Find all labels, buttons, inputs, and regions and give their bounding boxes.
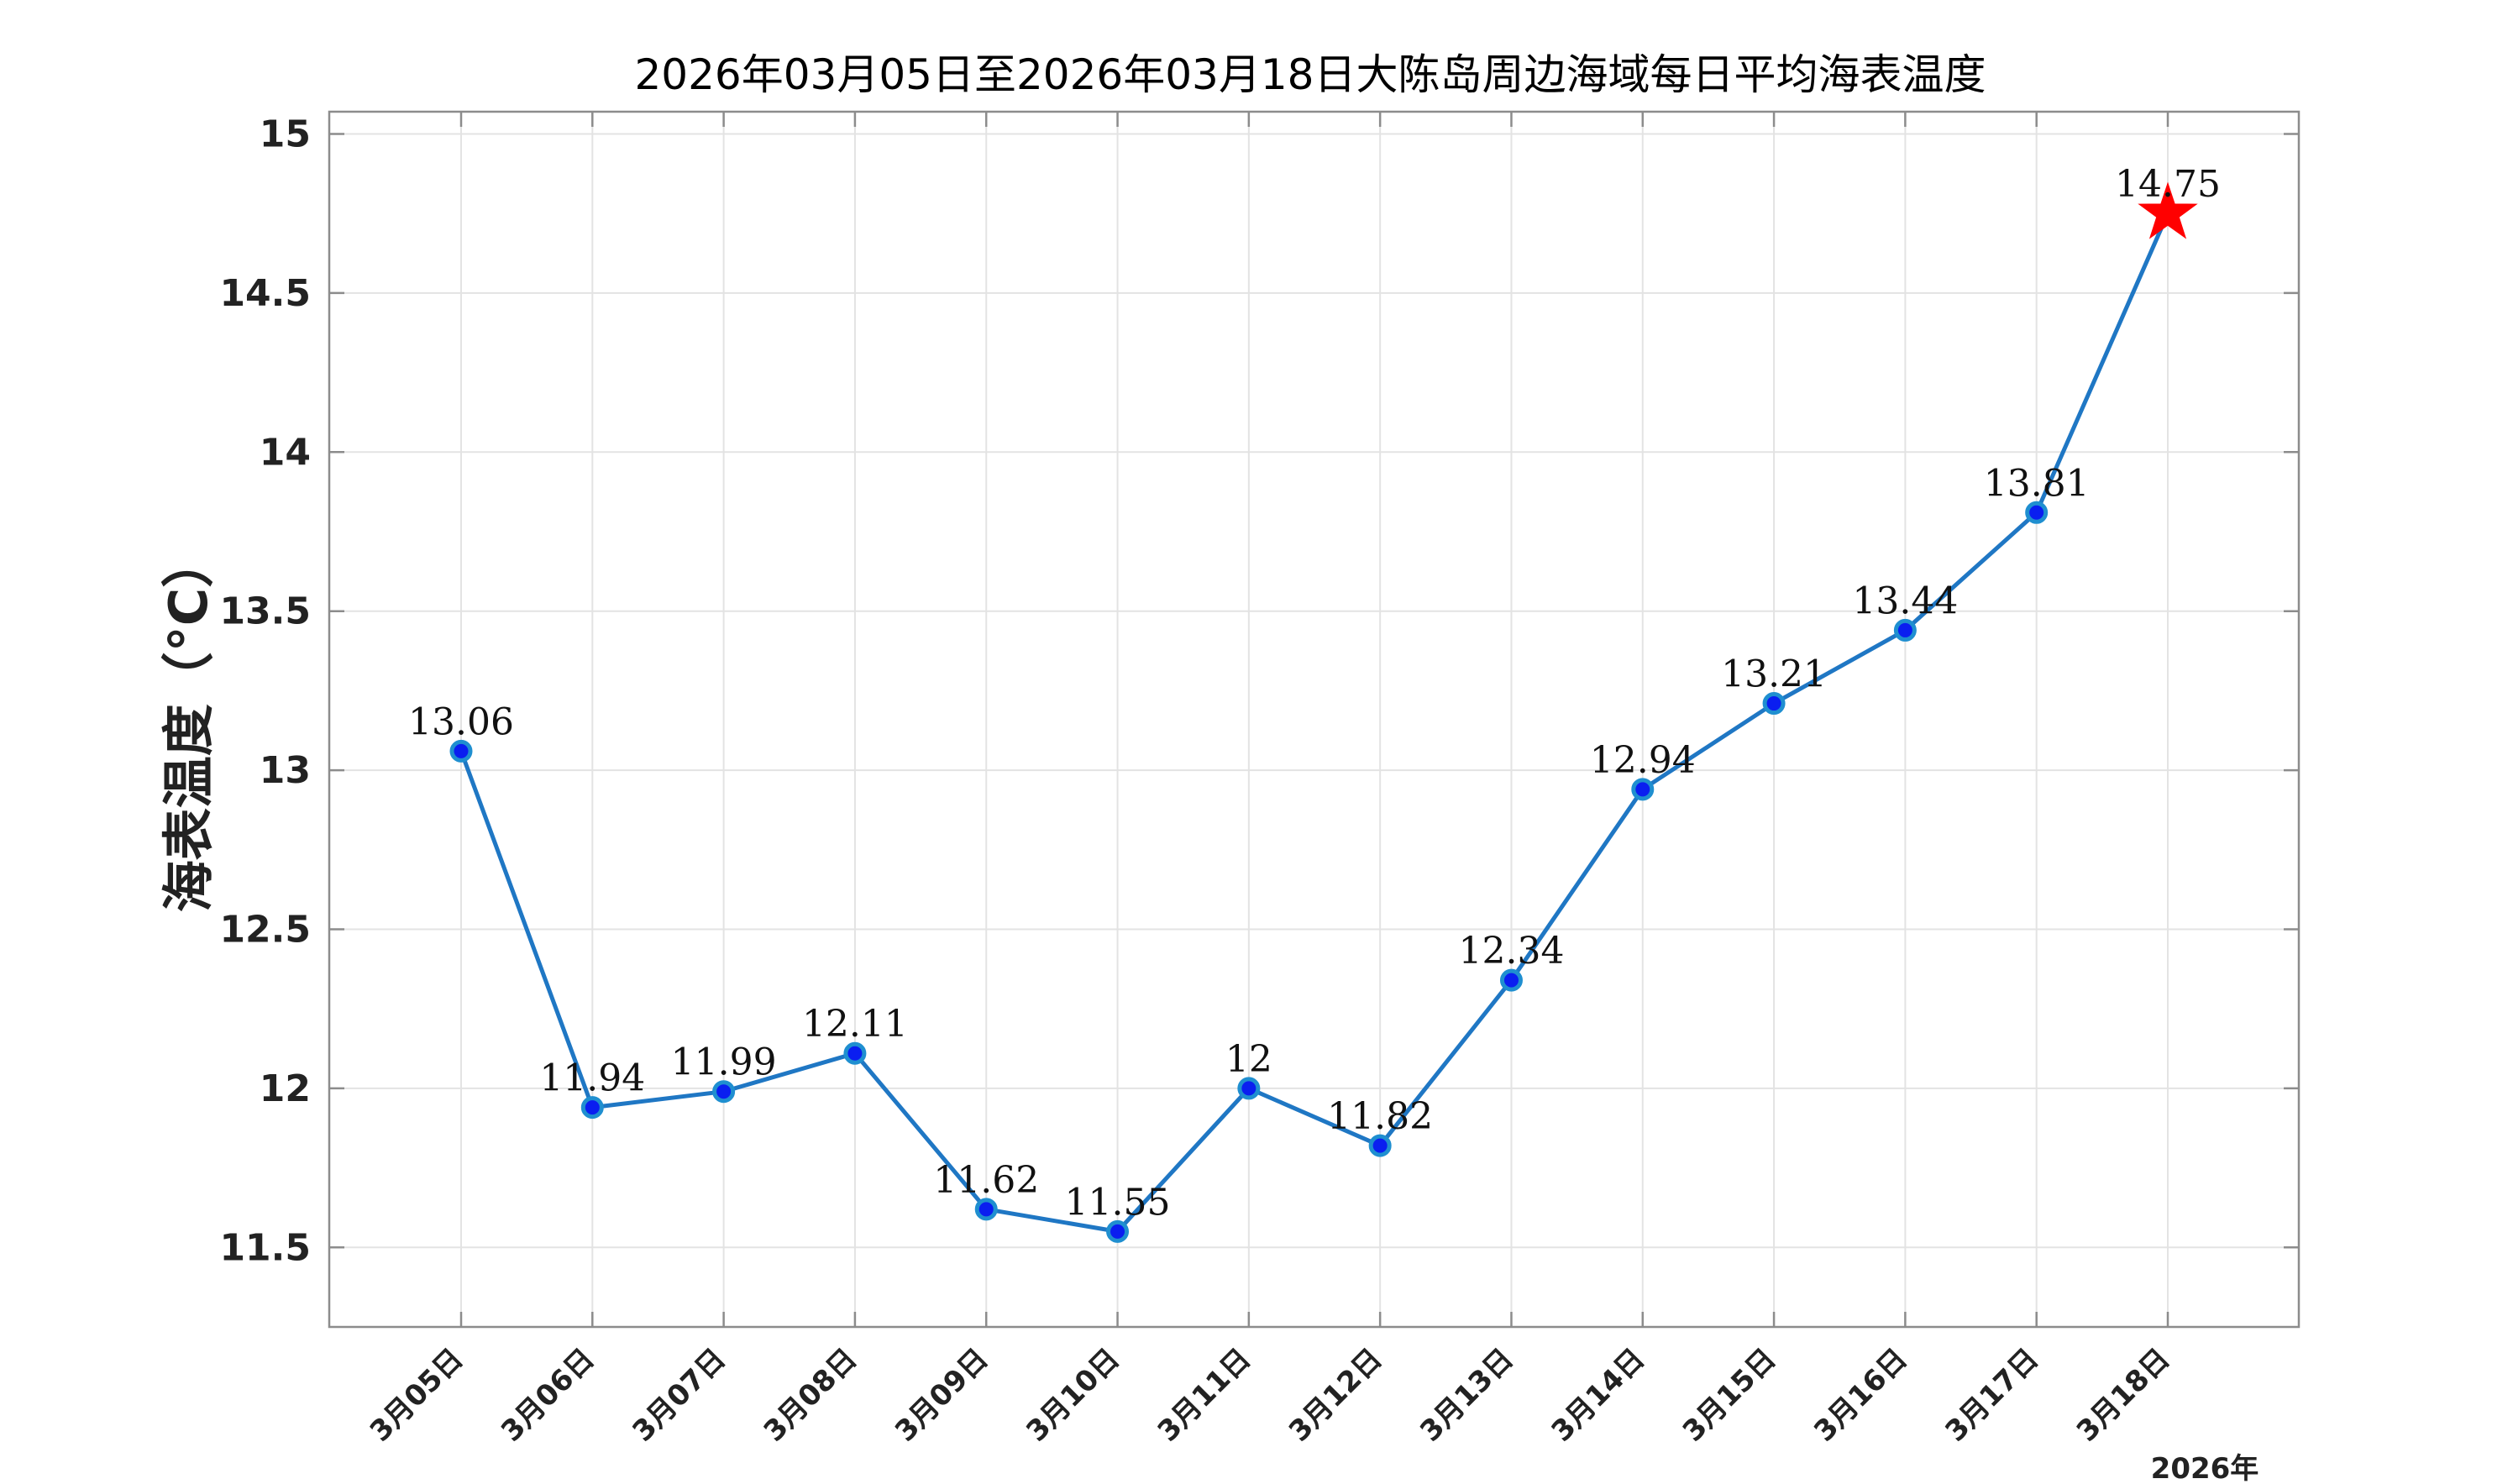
data-point xyxy=(1631,778,1655,801)
data-point xyxy=(580,1096,604,1120)
data-labels-layer: 13.06 11.94 11.99 12.11 11.62 11.55 12 11.82 12.… xyxy=(408,163,2221,1224)
data-label: 13.21 xyxy=(1721,653,1827,696)
grid-layer xyxy=(329,112,2299,1327)
x-tick-label: 3月14日 xyxy=(1545,1342,1652,1449)
data-label: 11.62 xyxy=(933,1159,1039,1202)
x-tick-label: 3月17日 xyxy=(1939,1342,2045,1449)
x-tick-label: 3月05日 xyxy=(364,1342,470,1449)
y-tick-label: 13 xyxy=(260,749,311,792)
data-point xyxy=(974,1198,998,1221)
x-tick-label: 3月18日 xyxy=(2070,1342,2177,1449)
x-tick-label: 3月08日 xyxy=(758,1342,864,1449)
data-label: 12 xyxy=(1225,1038,1272,1081)
x-tick-label: 3月07日 xyxy=(626,1342,732,1449)
data-label: 14.75 xyxy=(2115,163,2221,206)
y-axis-label: 海表温度（°C） xyxy=(158,536,219,913)
x-tick-label: 3月09日 xyxy=(889,1342,995,1449)
data-point xyxy=(1106,1219,1130,1243)
x-axis-year-label: 2026年 xyxy=(2151,1452,2259,1484)
x-tick-label: 3月15日 xyxy=(1676,1342,1783,1449)
chart-title: 2026年03月05日至2026年03月18日大陈岛周边海域每日平均海表温度 xyxy=(635,50,1986,99)
data-label: 11.94 xyxy=(539,1057,645,1100)
y-tick-label: 13.5 xyxy=(219,590,311,633)
data-label: 13.81 xyxy=(1984,462,2090,505)
series-line xyxy=(459,212,2170,1234)
star-icon xyxy=(2138,181,2198,239)
data-point xyxy=(1762,692,1786,716)
y-tick-label: 15 xyxy=(260,113,311,156)
data-point xyxy=(1368,1134,1392,1157)
y-tick-label: 14 xyxy=(260,431,311,474)
data-label: 12.34 xyxy=(1458,930,1564,973)
plot-area xyxy=(328,110,2301,1329)
data-label: 11.99 xyxy=(671,1041,777,1084)
y-tick-label: 11.5 xyxy=(219,1226,311,1269)
data-point xyxy=(843,1041,867,1065)
x-tick-label: 3月10日 xyxy=(1020,1342,1126,1449)
x-tick-label: 3月16日 xyxy=(1807,1342,1914,1449)
data-label: 11.82 xyxy=(1327,1095,1433,1138)
series-layer xyxy=(449,181,2198,1243)
data-point xyxy=(449,739,473,763)
x-tick-label: 3月11日 xyxy=(1152,1342,1258,1449)
y-tick-label: 12.5 xyxy=(219,909,311,952)
y-tick-label: 14.5 xyxy=(219,272,311,315)
data-label: 11.55 xyxy=(1065,1181,1171,1224)
data-label: 12.94 xyxy=(1590,739,1696,782)
data-point xyxy=(712,1080,736,1104)
data-label: 13.06 xyxy=(408,700,514,743)
data-label: 12.11 xyxy=(802,1003,908,1046)
y-tick-label: 12 xyxy=(260,1067,311,1110)
data-point xyxy=(1237,1077,1261,1100)
data-point xyxy=(1893,618,1917,642)
data-point xyxy=(1499,968,1523,992)
x-tick-label: 3月06日 xyxy=(495,1342,601,1449)
x-tick-label: 3月13日 xyxy=(1414,1342,1520,1449)
data-label: 13.44 xyxy=(1852,579,1958,622)
x-tick-label: 3月12日 xyxy=(1283,1342,1389,1449)
data-point xyxy=(2025,501,2049,524)
